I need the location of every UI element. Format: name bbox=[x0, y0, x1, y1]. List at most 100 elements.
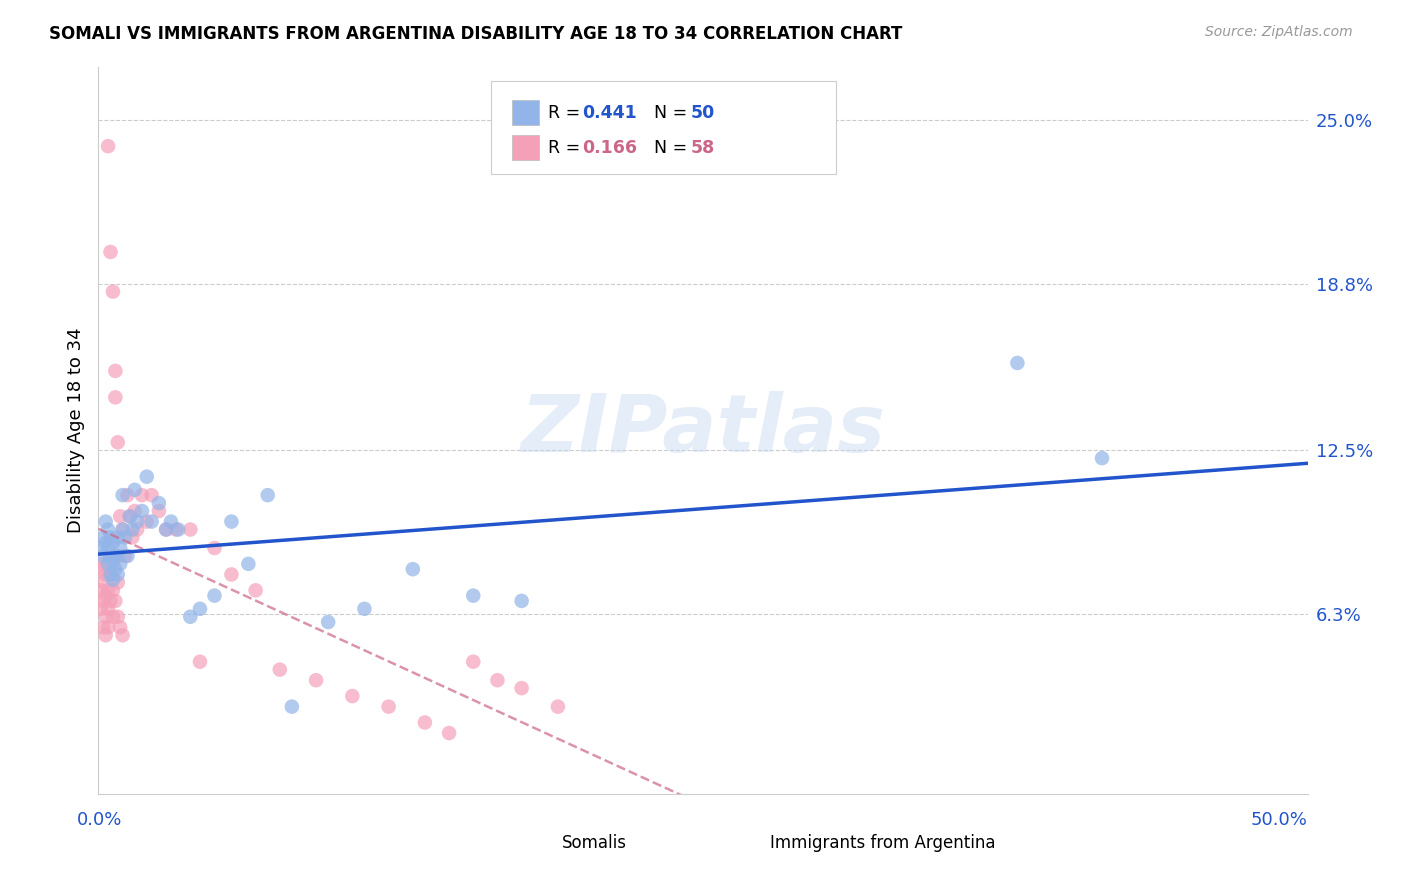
Point bbox=[101, 609, 124, 624]
Point bbox=[97, 583, 120, 598]
Point bbox=[121, 531, 143, 545]
Point bbox=[107, 567, 129, 582]
Point bbox=[111, 628, 134, 642]
FancyBboxPatch shape bbox=[735, 831, 762, 854]
Text: ZIPatlas: ZIPatlas bbox=[520, 392, 886, 469]
Text: Source: ZipAtlas.com: Source: ZipAtlas.com bbox=[1205, 25, 1353, 39]
Point bbox=[510, 594, 533, 608]
Point bbox=[238, 557, 260, 571]
Point bbox=[281, 699, 304, 714]
Point bbox=[91, 557, 114, 571]
Text: 58: 58 bbox=[690, 138, 716, 157]
Point bbox=[463, 655, 485, 669]
Point bbox=[107, 575, 129, 590]
Point bbox=[91, 531, 114, 545]
Text: N =: N = bbox=[643, 103, 692, 121]
Point bbox=[104, 364, 127, 378]
Point bbox=[97, 523, 120, 537]
Point bbox=[124, 504, 146, 518]
Point bbox=[94, 628, 117, 642]
Point bbox=[107, 531, 129, 545]
Point bbox=[204, 589, 226, 603]
Point bbox=[256, 488, 278, 502]
Point bbox=[547, 699, 569, 714]
Point bbox=[114, 531, 136, 545]
FancyBboxPatch shape bbox=[512, 100, 538, 125]
Point bbox=[117, 488, 139, 502]
Point bbox=[101, 285, 124, 299]
FancyBboxPatch shape bbox=[492, 80, 837, 174]
Point bbox=[135, 515, 157, 529]
Point bbox=[94, 535, 117, 549]
Point bbox=[91, 575, 114, 590]
Point bbox=[179, 609, 201, 624]
Point bbox=[111, 523, 134, 537]
Text: N =: N = bbox=[643, 138, 692, 157]
Point bbox=[100, 567, 122, 582]
Point bbox=[117, 549, 139, 563]
Text: 0.0%: 0.0% bbox=[77, 811, 122, 829]
Point bbox=[486, 673, 509, 688]
Point bbox=[107, 549, 129, 563]
Point bbox=[94, 567, 117, 582]
Point bbox=[188, 602, 211, 616]
Point bbox=[510, 681, 533, 695]
Point bbox=[91, 549, 114, 563]
Point bbox=[104, 594, 127, 608]
Point bbox=[90, 562, 112, 576]
Point bbox=[118, 509, 141, 524]
Point bbox=[463, 589, 485, 603]
Point bbox=[148, 504, 170, 518]
Point bbox=[94, 515, 117, 529]
Point bbox=[94, 609, 117, 624]
Point bbox=[100, 244, 122, 259]
Point bbox=[179, 523, 201, 537]
FancyBboxPatch shape bbox=[527, 831, 554, 854]
Point bbox=[97, 557, 120, 571]
Point bbox=[100, 594, 122, 608]
Point bbox=[413, 715, 436, 730]
Point bbox=[97, 620, 120, 634]
Point bbox=[377, 699, 399, 714]
Point bbox=[221, 515, 243, 529]
Point bbox=[100, 567, 122, 582]
Point bbox=[101, 554, 124, 568]
Point bbox=[1091, 451, 1114, 466]
Point bbox=[155, 523, 177, 537]
Point bbox=[221, 567, 243, 582]
Point bbox=[245, 583, 267, 598]
Point bbox=[204, 541, 226, 555]
Point bbox=[108, 620, 131, 634]
Point bbox=[114, 549, 136, 563]
Text: Immigrants from Argentina: Immigrants from Argentina bbox=[769, 834, 995, 853]
Point bbox=[91, 594, 114, 608]
Point bbox=[121, 523, 143, 537]
Point bbox=[124, 483, 146, 497]
Text: 0.441: 0.441 bbox=[582, 103, 637, 121]
Point bbox=[1007, 356, 1029, 370]
Point bbox=[108, 541, 131, 555]
Point bbox=[90, 602, 112, 616]
Point bbox=[141, 488, 163, 502]
Point bbox=[127, 515, 149, 529]
Point bbox=[127, 523, 149, 537]
Point bbox=[108, 557, 131, 571]
Point bbox=[107, 435, 129, 450]
Point bbox=[111, 523, 134, 537]
Point bbox=[97, 602, 120, 616]
Point bbox=[97, 541, 120, 555]
Text: R =: R = bbox=[548, 138, 586, 157]
Point bbox=[148, 496, 170, 510]
Point bbox=[269, 663, 291, 677]
Text: SOMALI VS IMMIGRANTS FROM ARGENTINA DISABILITY AGE 18 TO 34 CORRELATION CHART: SOMALI VS IMMIGRANTS FROM ARGENTINA DISA… bbox=[49, 25, 903, 43]
Point bbox=[100, 549, 122, 563]
Point bbox=[155, 523, 177, 537]
Point bbox=[101, 583, 124, 598]
Y-axis label: Disability Age 18 to 34: Disability Age 18 to 34 bbox=[66, 327, 84, 533]
Point bbox=[402, 562, 425, 576]
Point bbox=[97, 139, 120, 153]
FancyBboxPatch shape bbox=[512, 136, 538, 160]
Point bbox=[188, 655, 211, 669]
Point bbox=[316, 615, 339, 629]
Point bbox=[107, 609, 129, 624]
